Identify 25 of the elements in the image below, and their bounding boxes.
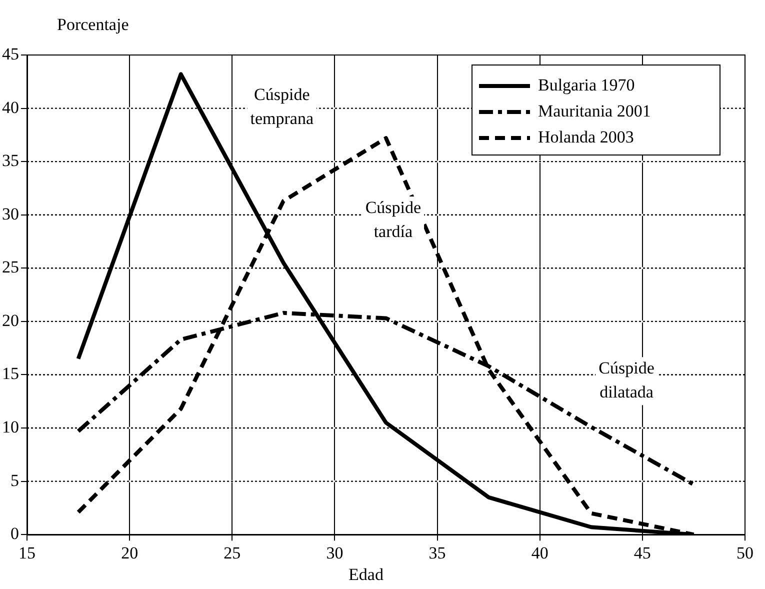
y-tick-label: 25 [2,258,19,277]
y-tick-label: 0 [10,524,19,544]
x-tick-label: 20 [121,543,138,562]
y-axis-title: Porcentaje [57,15,129,34]
y-tick-label: 20 [2,310,19,330]
legend-label: Mauritania 2001 [538,101,651,120]
x-tick-label: 30 [326,543,344,562]
y-tick-label: 30 [2,204,19,224]
annotation: Cúspide dilatada [598,358,654,402]
x-tick-label: 50 [736,543,754,562]
x-tick-label: 45 [634,543,651,562]
x-tick-label: 35 [428,543,446,562]
y-tick-label: 40 [2,98,19,117]
x-tick-label: 40 [531,543,548,562]
legend-label: Holanda 2003 [538,127,634,146]
y-tick-label: 15 [2,364,19,384]
annotation: Cúspide temprana [250,85,314,128]
y-tick-label: 35 [2,151,19,170]
annotation: Cúspide tardía [365,198,422,241]
x-tick-label: 25 [224,543,241,562]
y-tick-label: 45 [2,44,19,64]
legend-label: Bulgaria 1970 [538,75,635,94]
y-tick-label: 5 [10,470,19,490]
y-tick-label: 10 [2,417,19,436]
x-axis-title: Edad [348,564,384,584]
